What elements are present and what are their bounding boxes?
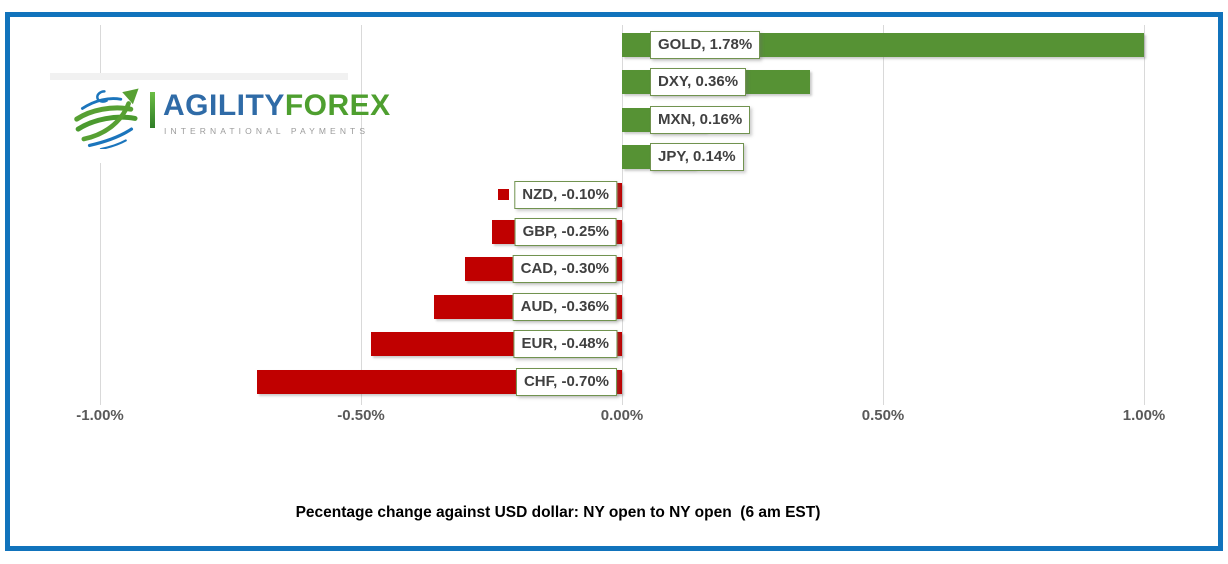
bar-label-box: MXN, 0.16% [650,105,751,134]
gridline [100,25,101,405]
chart-title: Pecentage change against USD dollar: NY … [295,504,821,521]
agilityforex-globe-icon [74,88,139,149]
logo-panel-strip [50,73,348,80]
axis-tick-label: -1.00% [76,407,124,424]
bar-label-box: NZD, -0.10% [514,180,617,209]
bar-label-box: AUD, -0.36% [512,292,617,321]
bar-label-box: EUR, -0.48% [513,330,617,359]
bar-label-box: DXY, 0.36% [650,68,747,97]
logo-separator [150,92,155,128]
bar-label-box: JPY, 0.14% [650,143,744,172]
axis-tick-label: 1.00% [1122,407,1166,424]
axis-tick-label: -0.50% [337,407,385,424]
bar-label-box: CHF, -0.70% [515,367,617,396]
axis-tick-label: 0.50% [861,407,905,424]
legend-key-square [498,189,509,201]
bar-label-box: GBP, -0.25% [514,218,617,246]
brand-primary: AGILITY [163,89,285,122]
gridline [883,25,884,405]
brand-secondary: FOREX [284,89,391,122]
gridline [622,25,623,405]
axis-tick-label: 0.00% [600,407,644,424]
brand-tagline: INTERNATIONAL PAYMENTS [164,126,370,136]
gridline [1144,25,1145,405]
bar-label-box: GOLD, 1.78% [650,31,761,59]
brand-text: AGILITYFOREX [163,89,391,123]
logo-panel: AGILITYFOREX INTERNATIONAL PAYMENTS [50,73,390,163]
bar-label-box: CAD, -0.30% [512,255,617,284]
gridline [361,25,362,405]
